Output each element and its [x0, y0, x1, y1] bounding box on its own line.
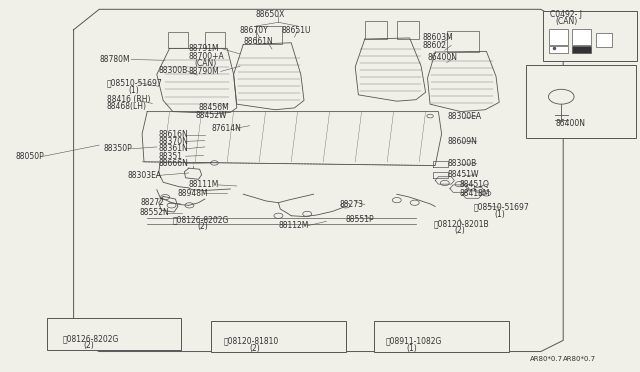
Text: 88650X: 88650X: [256, 10, 285, 19]
Text: (1): (1): [406, 344, 417, 353]
Text: (2): (2): [250, 344, 260, 353]
Text: Ⓑ08120-81810: Ⓑ08120-81810: [224, 337, 279, 346]
Text: 88351: 88351: [159, 152, 183, 161]
Bar: [365, 21, 387, 39]
Text: 88273: 88273: [339, 200, 364, 209]
Text: 88112M: 88112M: [278, 221, 308, 230]
Text: 88050P: 88050P: [16, 152, 45, 161]
Bar: [447, 31, 479, 52]
Text: 88452W: 88452W: [195, 111, 227, 120]
Text: AR80*0.7: AR80*0.7: [563, 356, 596, 362]
Text: 88370N: 88370N: [159, 137, 189, 146]
Bar: [168, 32, 188, 48]
Text: 88661N: 88661N: [243, 37, 273, 46]
Text: 88111M: 88111M: [189, 180, 219, 189]
Text: 88616N: 88616N: [159, 130, 188, 139]
Text: C0492- J: C0492- J: [550, 10, 582, 19]
Bar: [596, 33, 612, 46]
Text: 88609N: 88609N: [448, 137, 478, 146]
Text: 86400N: 86400N: [428, 53, 458, 62]
Text: (2): (2): [83, 341, 94, 350]
Text: Ⓢ08510-51697: Ⓢ08510-51697: [474, 203, 529, 212]
Text: 88303EA: 88303EA: [128, 171, 162, 180]
Text: (2): (2): [454, 226, 465, 235]
Text: 88602: 88602: [422, 41, 447, 50]
Text: (CAN): (CAN): [194, 60, 216, 68]
Bar: [543, 11, 637, 61]
Text: 88552N: 88552N: [140, 208, 169, 217]
Text: (1): (1): [495, 210, 506, 219]
Text: 88780M: 88780M: [99, 55, 130, 64]
Text: 88700+A: 88700+A: [189, 52, 225, 61]
Bar: [211, 321, 346, 352]
Text: 88272: 88272: [141, 198, 164, 207]
Text: 88361N: 88361N: [159, 144, 188, 153]
Text: 88418M: 88418M: [460, 189, 490, 198]
Text: (2): (2): [197, 222, 208, 231]
Bar: [572, 46, 591, 53]
Bar: [374, 321, 509, 352]
Text: 88416 (RH): 88416 (RH): [107, 95, 150, 104]
Bar: [397, 21, 419, 39]
Text: 88666N: 88666N: [159, 159, 189, 168]
Bar: [549, 29, 568, 45]
Bar: [205, 32, 225, 48]
Text: 88551P: 88551P: [346, 215, 374, 224]
Text: Ⓑ08120-8201B: Ⓑ08120-8201B: [434, 219, 490, 228]
Text: 88300EA: 88300EA: [448, 112, 482, 121]
Bar: [549, 46, 568, 53]
Text: (1): (1): [128, 86, 139, 94]
Text: 88651U: 88651U: [282, 26, 311, 35]
Bar: [47, 318, 181, 350]
Text: 88300B: 88300B: [448, 159, 477, 168]
Text: 88468(LH): 88468(LH): [107, 102, 147, 111]
Text: Ⓢ08510-51697: Ⓢ08510-51697: [107, 78, 163, 87]
Text: 88451W: 88451W: [448, 170, 479, 179]
Text: 88603M: 88603M: [422, 33, 453, 42]
Text: 88670Y: 88670Y: [240, 26, 269, 35]
Text: (CAN): (CAN): [556, 17, 578, 26]
Text: 88790M: 88790M: [189, 67, 220, 76]
Text: 88350P: 88350P: [104, 144, 132, 153]
Text: 86400N: 86400N: [556, 119, 586, 128]
Text: 88451Q: 88451Q: [460, 180, 490, 189]
Text: 88300B: 88300B: [159, 66, 188, 75]
Text: 88948M: 88948M: [178, 189, 209, 198]
Bar: [572, 29, 591, 45]
Text: 87614N: 87614N: [211, 124, 241, 133]
Bar: [256, 26, 282, 44]
Text: Ⓑ08126-8202G: Ⓑ08126-8202G: [63, 334, 119, 343]
Text: AR80*0.7: AR80*0.7: [530, 356, 563, 362]
Text: 88791M: 88791M: [189, 44, 220, 53]
Text: Ⓝ08911-1082G: Ⓝ08911-1082G: [386, 337, 442, 346]
Text: Ⓑ08126-8202G: Ⓑ08126-8202G: [173, 216, 229, 225]
Bar: [526, 65, 636, 138]
Text: 88456M: 88456M: [198, 103, 229, 112]
